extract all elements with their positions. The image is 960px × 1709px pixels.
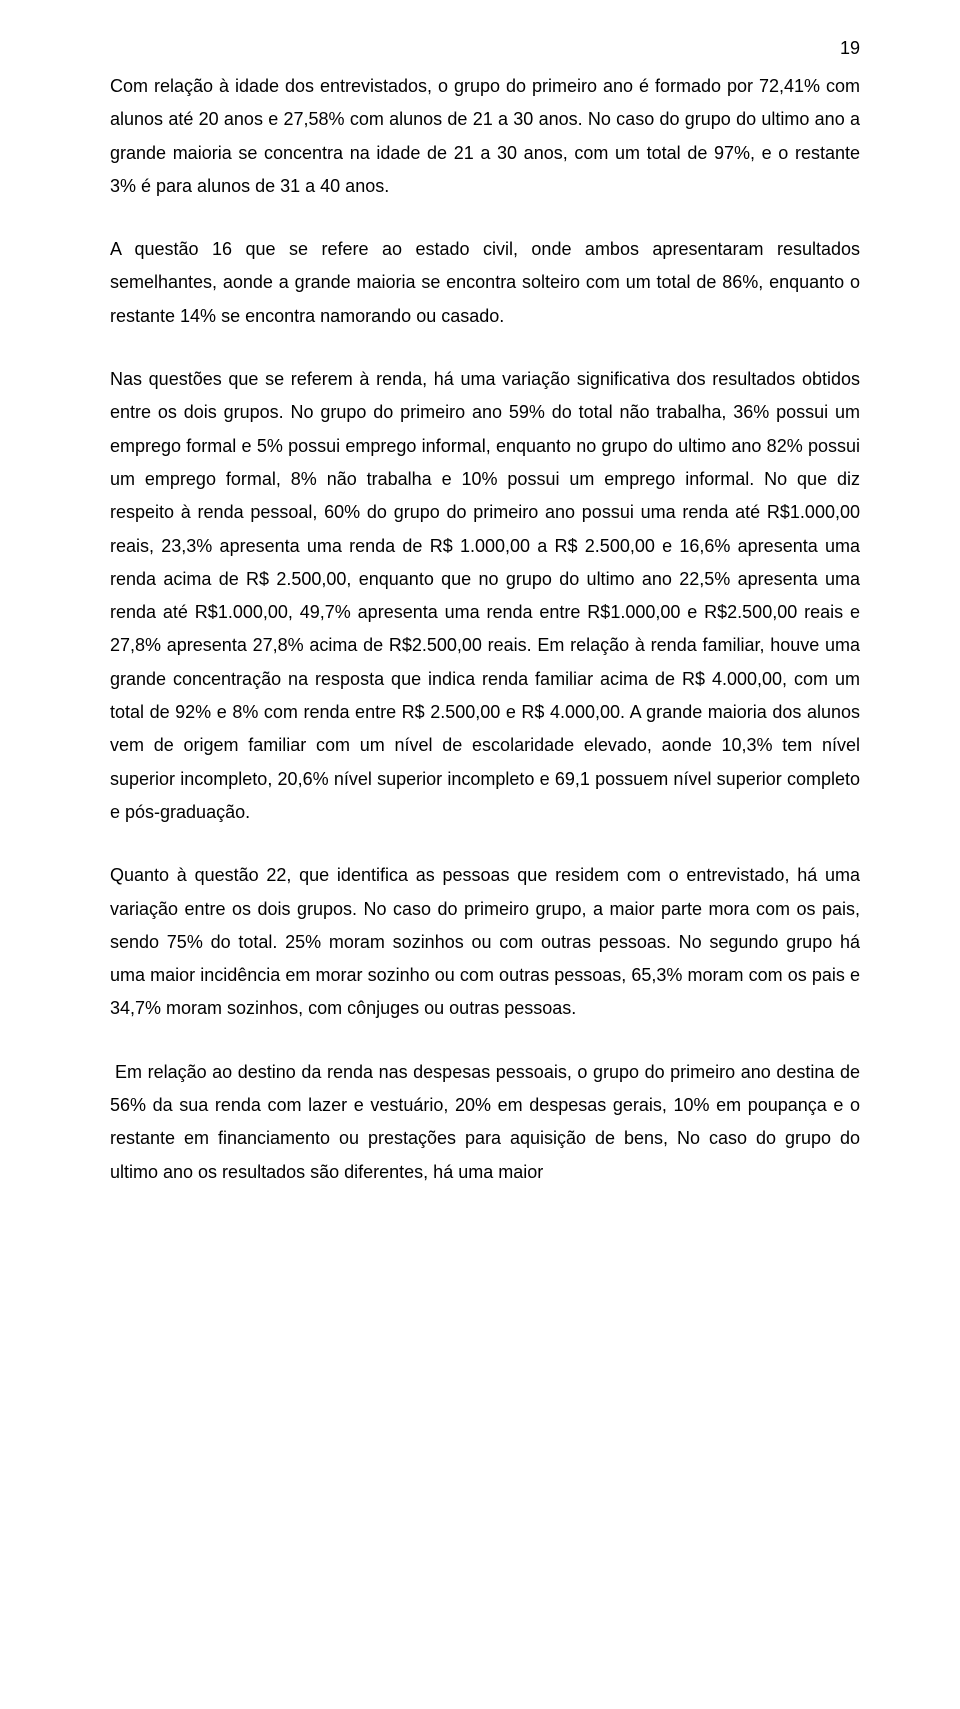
paragraph-1: Com relação à idade dos entrevistados, o…: [110, 70, 860, 203]
paragraph-3: Nas questões que se referem à renda, há …: [110, 363, 860, 829]
paragraph-5: Em relação ao destino da renda nas despe…: [110, 1056, 860, 1189]
paragraph-4: Quanto à questão 22, que identifica as p…: [110, 859, 860, 1025]
paragraph-2: A questão 16 que se refere ao estado civ…: [110, 233, 860, 333]
page-number: 19: [840, 38, 860, 59]
